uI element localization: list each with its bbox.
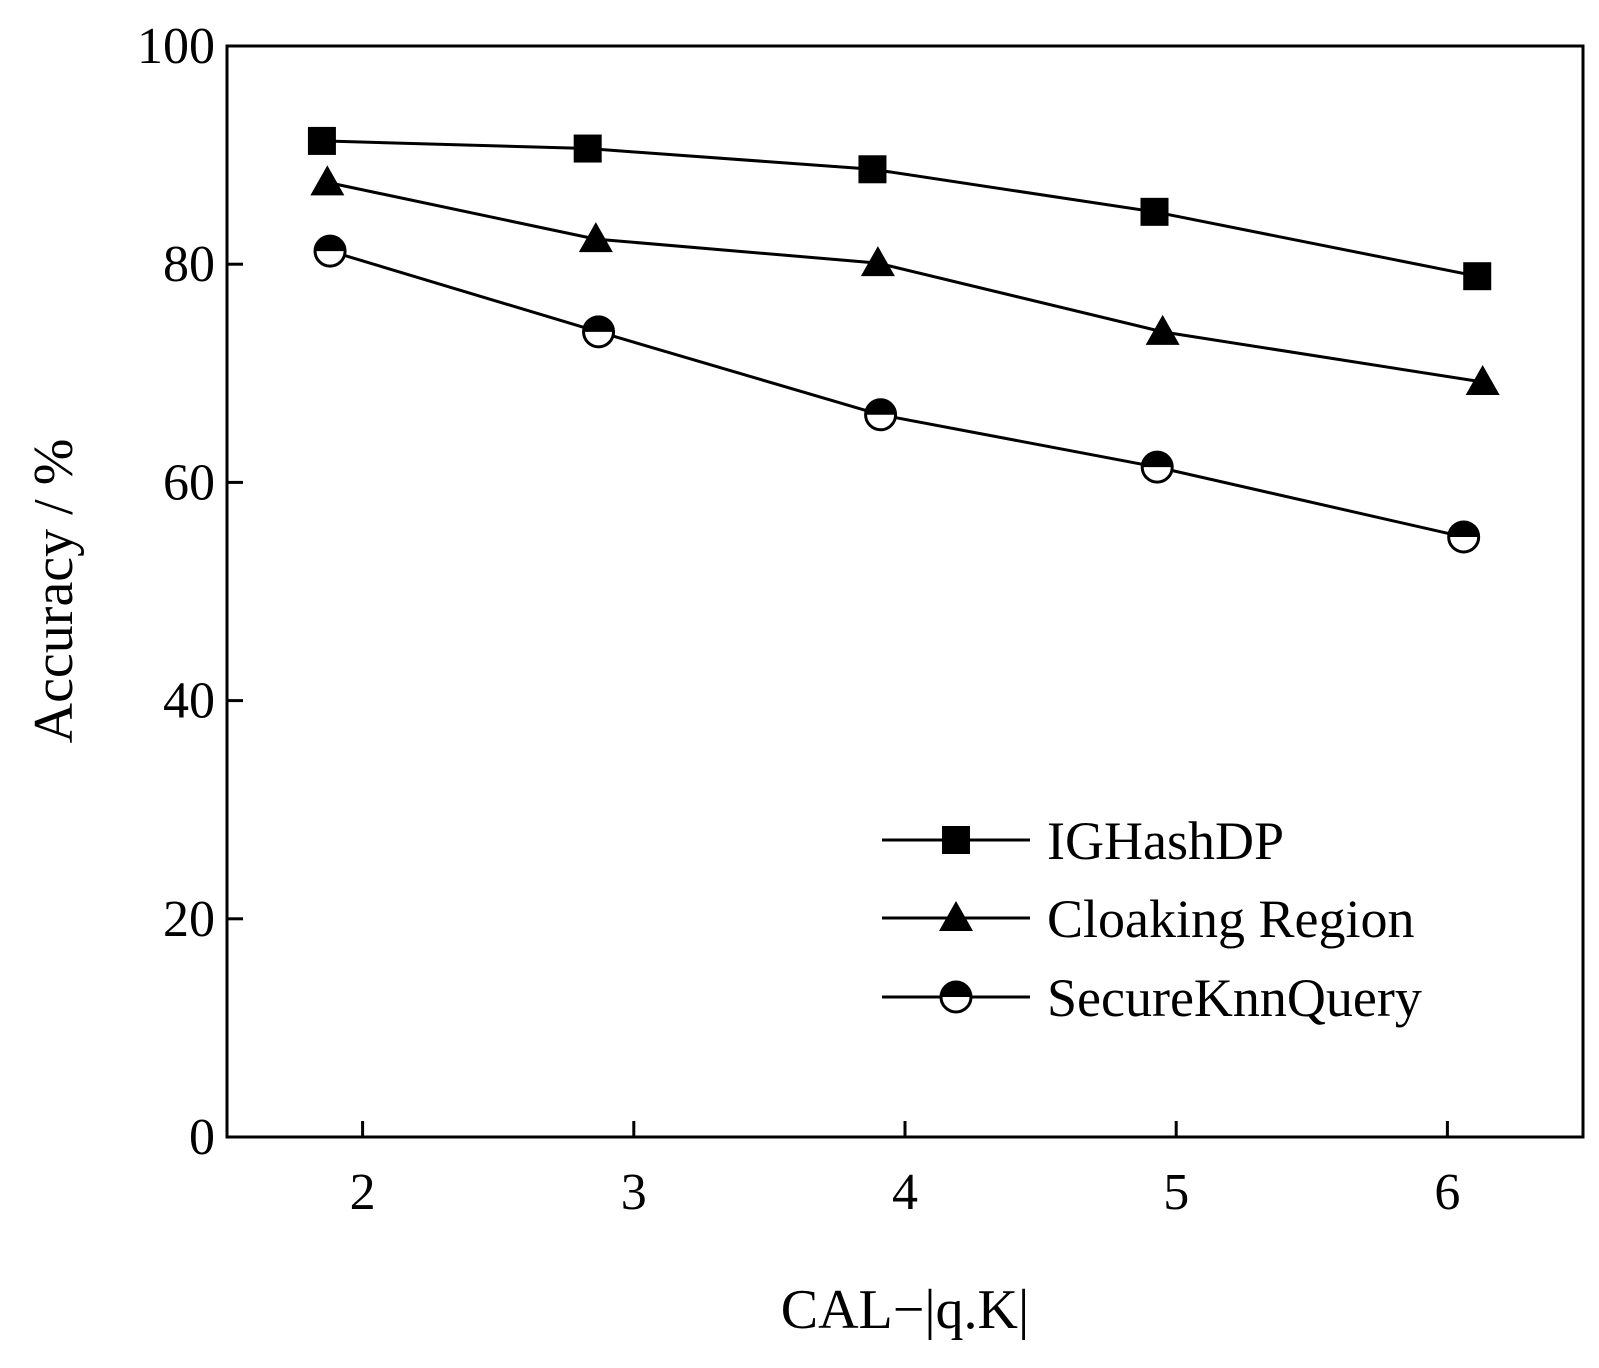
y-tick-label-0: 0 — [189, 1109, 215, 1166]
y-tick-label-20: 20 — [163, 891, 215, 948]
legend-label-cloaking-region: Cloaking Region — [1047, 889, 1414, 949]
x-tick-label-3: 3 — [621, 1164, 647, 1221]
data-point-secureknnquery-2 — [864, 398, 898, 432]
legend-marker-ighashdp — [942, 826, 970, 854]
y-tick-label-100: 100 — [137, 18, 215, 75]
x-tick-label-2: 2 — [350, 1164, 376, 1221]
y-tick-label-40: 40 — [163, 673, 215, 730]
series-ighashdp — [307, 126, 1492, 291]
data-point-secureknnquery-2-fill — [865, 399, 896, 415]
x-tick-label-5: 5 — [1163, 1164, 1189, 1221]
y-tick-label-80: 80 — [163, 236, 215, 293]
legend: IGHashDP Cloaking Region SecureKnnQuery — [882, 811, 1422, 1028]
data-point-ighashdp-3 — [1140, 197, 1169, 226]
data-point-secureknnquery-4-fill — [1448, 521, 1479, 537]
legend-marker-cloaking-region — [939, 901, 973, 931]
x-tick-label-6: 6 — [1434, 1164, 1460, 1221]
data-point-secureknnquery-0 — [313, 234, 347, 268]
data-point-ighashdp-0 — [307, 126, 336, 155]
data-point-cloaking-region-0 — [310, 165, 345, 196]
data-point-ighashdp-4 — [1463, 262, 1492, 291]
data-point-secureknnquery-0-fill — [315, 236, 346, 252]
y-tick-label-60: 60 — [163, 454, 215, 511]
data-point-cloaking-region-3 — [1145, 314, 1180, 345]
series-line-cloaking-region — [327, 180, 1483, 384]
series-line-ighashdp — [321, 139, 1478, 278]
x-axis-title: CAL−|q.K| — [781, 1279, 1029, 1341]
series-cloaking-region — [310, 165, 1500, 396]
data-point-secureknnquery-3 — [1140, 450, 1174, 484]
legend-label-secureknnquery: SecureKnnQuery — [1047, 968, 1422, 1028]
legend-label-ighashdp: IGHashDP — [1047, 811, 1284, 871]
series-layer — [307, 126, 1500, 554]
data-point-cloaking-region-4 — [1465, 365, 1500, 396]
y-axis-title: Accuracy / % — [23, 439, 85, 744]
series-secureknnquery — [313, 234, 1481, 554]
data-point-secureknnquery-4 — [1447, 520, 1481, 554]
data-point-secureknnquery-3-fill — [1142, 452, 1173, 468]
series-line-secureknnquery — [329, 249, 1465, 539]
data-point-cloaking-region-1 — [578, 222, 613, 253]
data-point-secureknnquery-1 — [582, 315, 616, 349]
legend-marker-secureknnquery — [939, 980, 973, 1014]
data-point-ighashdp-2 — [858, 155, 887, 184]
data-point-ighashdp-1 — [573, 134, 602, 163]
x-tick-label-4: 4 — [892, 1164, 918, 1221]
data-point-cloaking-region-2 — [860, 246, 895, 277]
legend-marker-secureknnquery-fill — [941, 982, 971, 997]
data-point-secureknnquery-1-fill — [583, 316, 614, 332]
axes: 0 20 40 60 80 100 2 3 4 5 6 — [137, 18, 1460, 1221]
